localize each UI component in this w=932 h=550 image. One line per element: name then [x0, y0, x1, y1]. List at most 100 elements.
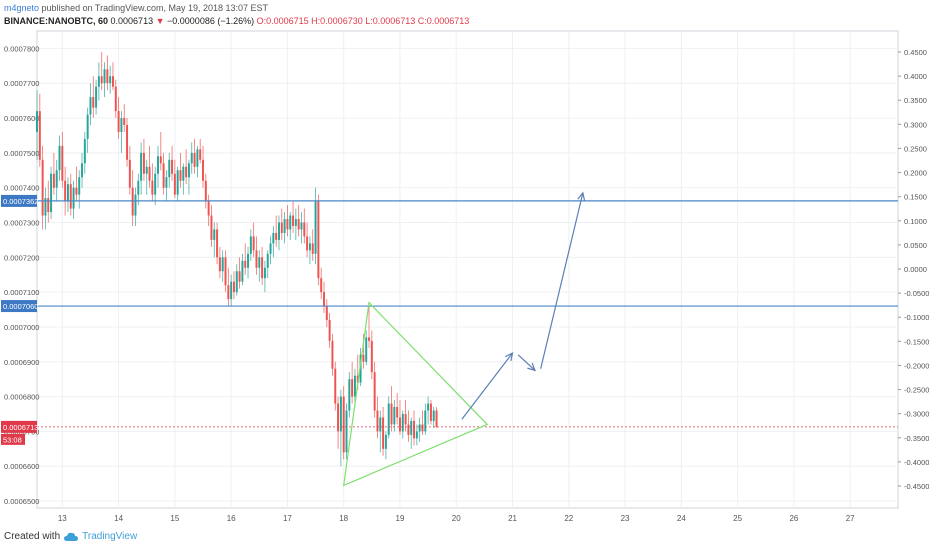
candle-body: [47, 198, 50, 213]
candle-body: [92, 97, 95, 108]
candle-body: [66, 184, 69, 202]
x-tick-label: 15: [170, 514, 179, 523]
candle-body: [323, 292, 325, 307]
y-left-tick-label: 0.0007500: [4, 149, 39, 158]
candle-body: [227, 285, 230, 300]
candle-body: [38, 111, 41, 160]
y-right-tick-label: -0.4000: [904, 458, 929, 467]
candle-body: [165, 177, 168, 188]
y-left-tick-label: 0.0006600: [4, 462, 39, 471]
candle-body: [413, 420, 416, 439]
candle-body: [289, 215, 292, 230]
plot-area: [36, 30, 899, 509]
candle-body: [232, 281, 235, 293]
x-tick-label: 24: [677, 514, 686, 523]
x-tick-label: 18: [339, 514, 348, 523]
candle-body: [266, 253, 269, 268]
y-right-tick-label: 0.3500: [904, 96, 927, 105]
last-price-tag: [1, 420, 37, 433]
footer: Created with TradingView: [4, 531, 137, 542]
candle-body: [238, 271, 241, 282]
y-left-tick-label: 0.0007000: [4, 323, 39, 332]
candle-body: [410, 420, 413, 435]
y-right-tick-label: -0.3000: [904, 410, 929, 419]
candle-body: [418, 424, 421, 432]
x-tick-label: 21: [508, 514, 517, 523]
y-right-tick-label: -0.1000: [904, 313, 929, 322]
author-link[interactable]: m4gneto: [4, 3, 40, 13]
candle-body: [292, 215, 295, 226]
candle-body: [325, 306, 328, 320]
created-with: Created with: [4, 531, 61, 542]
x-tick-label: 25: [733, 514, 742, 523]
candle-body: [109, 76, 112, 84]
candle-body: [261, 257, 264, 279]
candle-body: [224, 257, 227, 286]
candle-body: [345, 410, 348, 453]
candle-body: [103, 69, 106, 84]
candle-body: [100, 76, 103, 84]
candle-body: [300, 222, 303, 230]
projection-arrow: [540, 192, 584, 369]
candle-body: [249, 236, 252, 254]
candle-body: [145, 166, 148, 174]
x-tick-label: 14: [114, 514, 123, 523]
published-line: m4gneto published on TradingView.com, Ma…: [4, 3, 268, 13]
change: −0.0000086 (−1.26%): [167, 16, 255, 26]
candle-body: [393, 407, 396, 425]
candle-body: [199, 149, 202, 160]
candle-body: [356, 375, 359, 383]
candle-body: [81, 163, 84, 178]
candle-body: [308, 243, 311, 251]
candle-body: [384, 434, 387, 449]
candle-body: [407, 424, 410, 435]
candle-body: [379, 417, 382, 432]
candle-body: [218, 257, 221, 272]
candle-body: [370, 340, 373, 373]
candle-body: [421, 424, 424, 432]
candle-body: [151, 180, 154, 195]
candle-body: [244, 260, 247, 268]
candle-body: [258, 257, 261, 268]
tradingview-brand[interactable]: TradingView: [82, 531, 138, 542]
candle-body: [283, 219, 286, 233]
candle-body: [280, 222, 283, 233]
projection-arrow: [461, 352, 513, 420]
candle-body: [193, 152, 196, 167]
candle-body: [328, 319, 331, 341]
candle-body: [69, 184, 72, 209]
candle-body: [210, 215, 213, 240]
level-price-label: 0.0007060: [3, 302, 38, 311]
candle-body: [337, 403, 340, 432]
candle-body: [272, 232, 275, 244]
candle-body: [50, 173, 53, 213]
y-left-tick-label: 0.0006500: [4, 497, 39, 506]
symbol: BINANCE:NANOBTC, 60: [4, 16, 109, 26]
candle-body: [78, 177, 81, 195]
y-left-tick-label: 0.0007800: [4, 44, 39, 53]
candle-body: [202, 159, 204, 181]
candle-body: [277, 222, 280, 240]
candle-body: [126, 125, 129, 160]
x-tick-label: 13: [58, 514, 67, 523]
candle-body: [342, 396, 345, 453]
candle-body: [159, 156, 162, 164]
candle-body: [117, 111, 120, 132]
candle-body: [162, 163, 165, 188]
candle-body: [120, 118, 123, 132]
level-price-tag: [1, 300, 37, 313]
candle-body: [396, 407, 399, 418]
candle-body: [294, 219, 297, 226]
candle-body: [95, 86, 98, 108]
x-tick-label: 19: [396, 514, 405, 523]
candle-body: [190, 152, 193, 164]
candle-body: [55, 170, 58, 188]
y-right-tick-label: 0.1500: [904, 193, 927, 202]
candle-body: [216, 229, 219, 258]
candle-body: [286, 219, 289, 230]
y-right-tick-label: 0.1000: [904, 217, 927, 226]
candle-body: [427, 403, 430, 411]
candle-body: [230, 281, 233, 300]
tradingview-cloud-icon: [64, 532, 79, 541]
